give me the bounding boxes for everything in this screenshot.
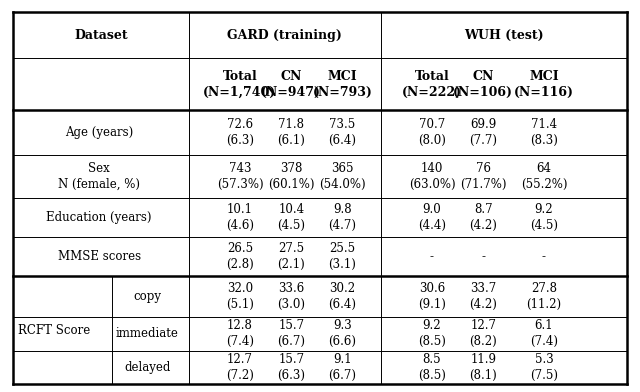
Text: 33.6
(3.0): 33.6 (3.0) — [277, 282, 305, 311]
Text: 9.8
(4.7): 9.8 (4.7) — [328, 203, 356, 232]
Text: GARD (training): GARD (training) — [227, 29, 342, 42]
Text: 27.5
(2.1): 27.5 (2.1) — [277, 242, 305, 271]
Text: 25.5
(3.1): 25.5 (3.1) — [328, 242, 356, 271]
Text: 743
(57.3%): 743 (57.3%) — [217, 162, 263, 191]
Text: WUH (test): WUH (test) — [464, 29, 544, 42]
Text: 8.7
(4.2): 8.7 (4.2) — [469, 203, 497, 232]
Text: 9.2
(8.5): 9.2 (8.5) — [418, 319, 446, 348]
Text: Age (years): Age (years) — [65, 126, 133, 139]
Text: 30.6
(9.1): 30.6 (9.1) — [418, 282, 446, 311]
Text: 5.3
(7.5): 5.3 (7.5) — [530, 353, 558, 382]
Text: 33.7
(4.2): 33.7 (4.2) — [469, 282, 497, 311]
Text: 12.7
(8.2): 12.7 (8.2) — [469, 319, 497, 348]
Text: CN
(N=947): CN (N=947) — [261, 70, 321, 99]
Text: 73.5
(6.4): 73.5 (6.4) — [328, 118, 356, 147]
Text: -: - — [542, 250, 546, 263]
Text: 6.1
(7.4): 6.1 (7.4) — [530, 319, 558, 348]
Text: copy: copy — [133, 290, 161, 303]
Text: 72.6
(6.3): 72.6 (6.3) — [226, 118, 254, 147]
Text: 64
(55.2%): 64 (55.2%) — [521, 162, 567, 191]
Text: RCFT Score: RCFT Score — [19, 324, 90, 337]
Text: 10.4
(4.5): 10.4 (4.5) — [277, 203, 305, 232]
Text: 9.0
(4.4): 9.0 (4.4) — [418, 203, 446, 232]
Text: immediate: immediate — [116, 327, 179, 340]
Text: 76
(71.7%): 76 (71.7%) — [460, 162, 506, 191]
Text: 70.7
(8.0): 70.7 (8.0) — [418, 118, 446, 147]
Text: 140
(63.0%): 140 (63.0%) — [409, 162, 455, 191]
Text: 12.7
(7.2): 12.7 (7.2) — [226, 353, 254, 382]
Text: 69.9
(7.7): 69.9 (7.7) — [469, 118, 497, 147]
Text: 71.4
(8.3): 71.4 (8.3) — [530, 118, 558, 147]
Text: CN
(N=106): CN (N=106) — [453, 70, 513, 99]
Text: 365
(54.0%): 365 (54.0%) — [319, 162, 365, 191]
Text: Total
(N=1,740): Total (N=1,740) — [204, 70, 276, 99]
Text: 9.1
(6.7): 9.1 (6.7) — [328, 353, 356, 382]
Text: Dataset: Dataset — [74, 29, 127, 42]
Text: 378
(60.1%): 378 (60.1%) — [268, 162, 314, 191]
Text: 32.0
(5.1): 32.0 (5.1) — [226, 282, 254, 311]
Text: 12.8
(7.4): 12.8 (7.4) — [226, 319, 254, 348]
Text: 11.9
(8.1): 11.9 (8.1) — [469, 353, 497, 382]
Text: delayed: delayed — [124, 361, 170, 374]
Text: 71.8
(6.1): 71.8 (6.1) — [277, 118, 305, 147]
Text: 8.5
(8.5): 8.5 (8.5) — [418, 353, 446, 382]
Text: 9.3
(6.6): 9.3 (6.6) — [328, 319, 356, 348]
Text: 10.1
(4.6): 10.1 (4.6) — [226, 203, 254, 232]
Text: Total
(N=222): Total (N=222) — [402, 70, 462, 99]
Text: -: - — [430, 250, 434, 263]
Text: MCI
(N=116): MCI (N=116) — [514, 70, 574, 99]
Text: 30.2
(6.4): 30.2 (6.4) — [328, 282, 356, 311]
Text: 15.7
(6.3): 15.7 (6.3) — [277, 353, 305, 382]
Text: Education (years): Education (years) — [47, 211, 152, 224]
Text: MMSE scores: MMSE scores — [58, 250, 141, 263]
Text: 26.5
(2.8): 26.5 (2.8) — [226, 242, 254, 271]
Text: 9.2
(4.5): 9.2 (4.5) — [530, 203, 558, 232]
Text: Sex
N (female, %): Sex N (female, %) — [58, 162, 140, 191]
Text: 15.7
(6.7): 15.7 (6.7) — [277, 319, 305, 348]
Text: -: - — [481, 250, 485, 263]
Text: MCI
(N=793): MCI (N=793) — [312, 70, 372, 99]
Text: 27.8
(11.2): 27.8 (11.2) — [527, 282, 561, 311]
